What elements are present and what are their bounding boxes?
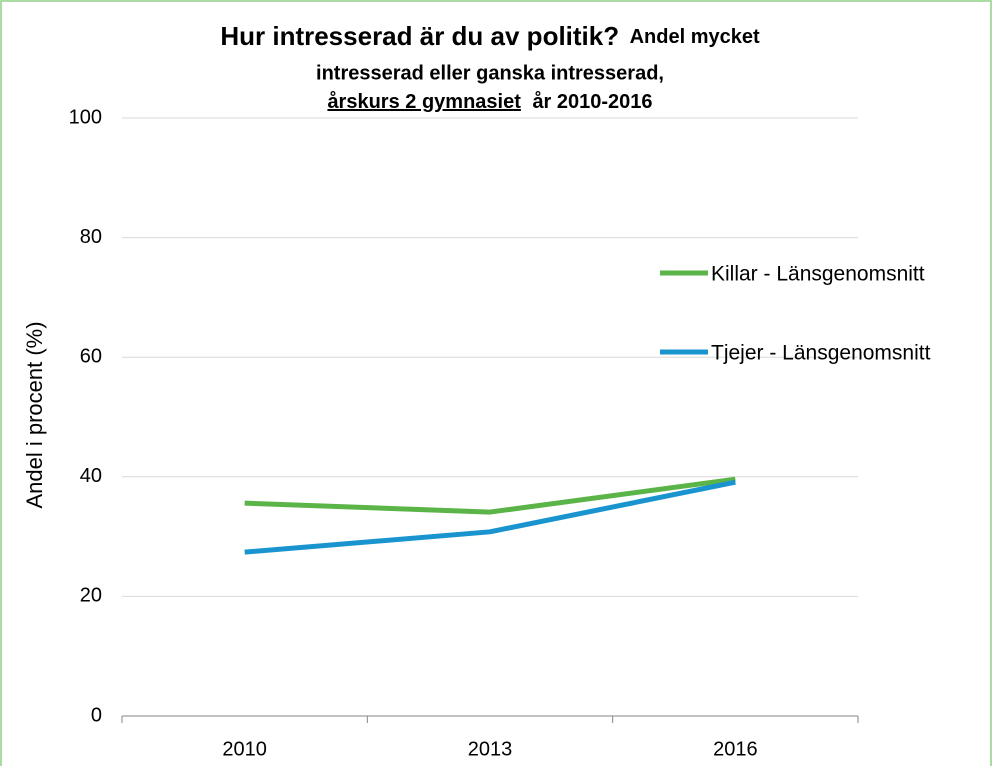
- y-tick-label: 20: [80, 585, 102, 607]
- x-tick-label: 2010: [222, 738, 267, 760]
- chart-subtitle: intresserad eller ganska intresserad,: [316, 62, 664, 84]
- chart-subtitle: Andel mycket: [630, 26, 760, 48]
- chart-subtitle-line: årskurs 2 gymnasiet år 2010-2016: [327, 90, 652, 113]
- y-tick-label: 80: [80, 226, 102, 248]
- series-line: [244, 479, 736, 555]
- x-tick-label: 2016: [713, 738, 758, 760]
- chart-title-line: Hur intresserad är du av politik? Andel …: [220, 21, 760, 51]
- y-tick-label: 40: [80, 465, 102, 487]
- series-line: [244, 476, 736, 515]
- y-axis-label: Andel i procent (%): [22, 321, 47, 508]
- y-tick-label: 100: [69, 106, 102, 128]
- legend-label: Killar - Länsgenomsnitt: [711, 263, 925, 286]
- chart-subtitle: årskurs 2 gymnasiet: [327, 90, 521, 113]
- chart-title: Hur intresserad är du av politik?: [220, 21, 619, 51]
- chart-subtitle: år 2010-2016: [532, 90, 652, 113]
- y-tick-label: 60: [80, 345, 102, 367]
- y-tick-label: 0: [91, 704, 102, 726]
- x-tick-label: 2013: [468, 738, 513, 760]
- legend-label: Tjejer - Länsgenomsnitt: [711, 342, 931, 365]
